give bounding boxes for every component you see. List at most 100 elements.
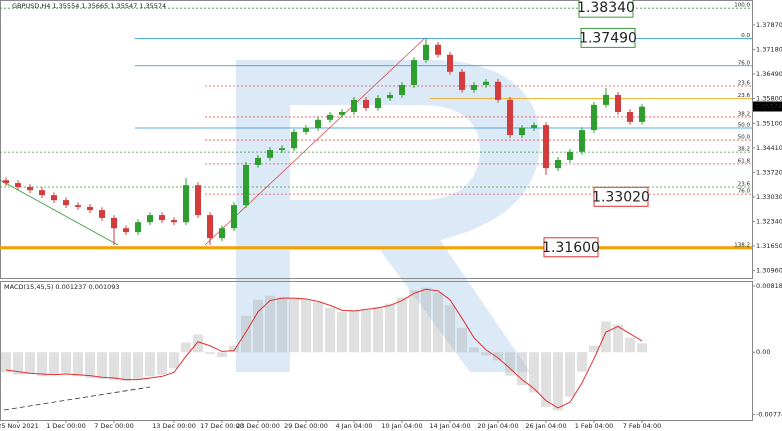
price-label: 1.33020 xyxy=(592,189,650,205)
y-tick-label: 1.37180 xyxy=(756,45,782,53)
price-label: 1.38340 xyxy=(577,0,635,16)
candle-body xyxy=(231,205,237,229)
candle-body xyxy=(3,180,9,184)
candle-body xyxy=(195,185,201,216)
candle-body xyxy=(123,228,129,233)
x-tick-label: 7 Dec 00:00 xyxy=(94,422,134,430)
watermark xyxy=(236,60,540,372)
candle-body xyxy=(27,186,33,191)
fib-level-label: 76.0 xyxy=(738,60,751,66)
price-label-box xyxy=(578,0,634,18)
fib-level-label: 50.0 xyxy=(738,122,751,128)
candle-body xyxy=(147,215,153,223)
x-tick-label: 23 Dec 00:00 xyxy=(236,422,280,430)
y-tick-label: 0.00 xyxy=(756,348,770,356)
candle-body xyxy=(591,104,597,131)
candle-body xyxy=(387,94,393,99)
candle-body xyxy=(255,157,261,165)
x-tick-label: 7 Feb 04:00 xyxy=(623,422,662,430)
candle-body xyxy=(375,98,381,109)
candle-body xyxy=(603,94,609,105)
candle-body xyxy=(315,119,321,128)
candle-body xyxy=(363,99,369,109)
candle-body xyxy=(339,111,345,115)
x-tick-label: 14 Jan 04:00 xyxy=(429,422,470,430)
candle-body xyxy=(303,127,309,132)
candle-body xyxy=(519,127,525,136)
candle-body xyxy=(243,164,249,206)
candle-body xyxy=(279,148,285,151)
y-tick-label: 1.30960 xyxy=(756,267,782,275)
candle-body xyxy=(87,206,93,211)
fib-level-label: 76.0 xyxy=(738,189,751,195)
chart-title: GBPUSD,H4 1.35554 1.35665 1.35547 1.3557… xyxy=(12,2,166,10)
candle-body xyxy=(267,150,273,158)
price-label-box xyxy=(593,186,649,207)
y-tick-label: 1.31650 xyxy=(756,242,782,250)
y-tick-label: 1.37870 xyxy=(756,21,782,29)
indicator-title: MACD(15,45,5) 0.001237 0.001093 xyxy=(4,283,120,291)
candle-body xyxy=(183,185,189,223)
candle-body xyxy=(627,111,633,122)
x-tick-label: 29 Dec 00:00 xyxy=(284,422,328,430)
price-label-box xyxy=(543,237,599,258)
price-label: 1.31600 xyxy=(542,240,600,256)
fib-level-label: 23.6 xyxy=(738,181,751,187)
candle-body xyxy=(507,99,513,136)
candle-body xyxy=(39,190,45,196)
y-tick-label: -0.007741 xyxy=(756,411,782,419)
fib-level-label: 50.0 xyxy=(738,135,751,141)
candle-body xyxy=(471,84,477,90)
candle-body xyxy=(423,44,429,61)
y-tick-label: 1.35100 xyxy=(756,119,782,127)
candle-body xyxy=(111,217,117,229)
candle-body xyxy=(543,125,549,169)
x-tick-label: 20 Jan 04:00 xyxy=(477,422,518,430)
candle-body xyxy=(483,81,489,85)
candle-body xyxy=(207,215,213,239)
fib-level-label: 61.8 xyxy=(738,158,751,164)
signal-line xyxy=(5,288,643,409)
fib-level-label: 0.0 xyxy=(741,33,750,39)
candle-body xyxy=(51,195,57,201)
candle-body xyxy=(411,60,417,85)
candle-body xyxy=(219,228,225,239)
candle-body xyxy=(99,210,105,218)
price-label: 1.37490 xyxy=(579,30,637,46)
macd-panel xyxy=(0,281,753,421)
y-tick-label: 1.35800 xyxy=(756,94,782,102)
trend-line xyxy=(0,179,119,246)
macd-trend-line xyxy=(3,386,151,411)
candle-body xyxy=(327,114,333,120)
fib-level-label: 23.6 xyxy=(738,81,751,87)
candle-body xyxy=(171,220,177,223)
x-tick-label: 1 Feb 04:00 xyxy=(575,422,614,430)
candle-body xyxy=(531,125,537,128)
candle-body xyxy=(399,84,405,95)
candle-body xyxy=(567,151,573,160)
candle-body xyxy=(639,106,645,122)
candle-body xyxy=(435,44,441,55)
x-tick-label: 25 Nov 2021 xyxy=(0,422,39,430)
main-panel xyxy=(0,0,753,279)
y-tick-label: 1.34410 xyxy=(756,144,782,152)
price-label-box xyxy=(580,27,636,48)
candle-body xyxy=(459,71,465,90)
candle-body xyxy=(159,215,165,221)
candle-body xyxy=(291,131,297,149)
trend-line xyxy=(204,37,426,246)
candle-body xyxy=(63,200,69,206)
y-tick-label: 1.32340 xyxy=(756,217,782,225)
last-price-box xyxy=(753,101,782,112)
fib-level-label: 23.6 xyxy=(738,93,751,99)
fib-level-label: 100.0 xyxy=(734,3,750,9)
candle-body xyxy=(555,159,561,169)
candle-body xyxy=(447,54,453,72)
y-tick-label: 1.36490 xyxy=(756,70,782,78)
y-tick-label: 0.008186 xyxy=(756,282,782,290)
last-price: 1.35574 xyxy=(755,103,782,111)
y-tick-label: 1.33720 xyxy=(756,168,782,176)
y-tick-label: 1.33030 xyxy=(756,193,782,201)
x-tick-label: 4 Jan 04:00 xyxy=(335,422,372,430)
